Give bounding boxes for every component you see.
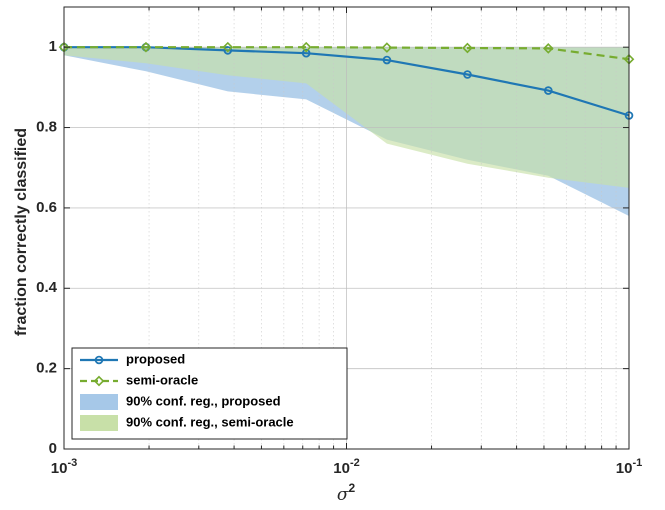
x-tick-label: 10-3 xyxy=(51,457,77,477)
series-line-semi-oracle xyxy=(64,46,630,61)
y-tick-label: 0.6 xyxy=(36,199,57,216)
legend-swatch-band xyxy=(80,415,118,431)
x-axis-label-exponent: 2 xyxy=(348,481,355,495)
data-point-semi-oracle xyxy=(542,43,554,54)
x-tick-label-exponent: -2 xyxy=(350,457,360,469)
axis-labels: fraction correctly classified σ2 xyxy=(13,128,355,505)
x-axis-label: σ2 xyxy=(337,481,356,505)
y-tick-label: 0 xyxy=(49,440,57,457)
legend-marker-proposed xyxy=(94,355,104,365)
x-axis-label-sigma: σ xyxy=(337,485,349,505)
legend-swatch-band xyxy=(80,394,118,410)
x-tick-label-exponent: -3 xyxy=(67,457,77,469)
confidence-bands xyxy=(64,47,629,216)
legend-label-band: 90% conf. reg., semi-oracle xyxy=(126,414,294,429)
data-point-proposed xyxy=(463,70,472,79)
data-point-proposed xyxy=(223,46,233,55)
data-point-semi-oracle xyxy=(140,41,152,53)
x-tick-label-exponent: -1 xyxy=(632,457,642,469)
plot-frame xyxy=(63,6,630,450)
x-tick-label-base: 10 xyxy=(616,460,633,477)
series-lines xyxy=(64,46,630,117)
y-tick-label: 1 xyxy=(49,38,57,55)
x-tick-label-base: 10 xyxy=(333,460,350,477)
x-tick-label: 10-2 xyxy=(333,457,359,477)
data-point-proposed xyxy=(543,86,553,95)
data-point-semi-oracle xyxy=(381,42,393,53)
y-tick-label: 0.2 xyxy=(36,360,57,377)
y-tick-label: 0.8 xyxy=(36,119,57,136)
data-point-proposed xyxy=(382,55,392,65)
legend-label-band: 90% conf. reg., proposed xyxy=(126,393,281,408)
data-point-semi-oracle xyxy=(222,41,234,53)
legend-label-semi-oracle: semi-oracle xyxy=(126,372,198,387)
legend: proposed semi-oracle 90% conf. reg., propo… xyxy=(71,347,348,440)
x-tick-label-base: 10 xyxy=(51,460,68,477)
x-tick-label: 10-1 xyxy=(616,457,642,477)
y-tick-label: 0.4 xyxy=(36,279,58,296)
legend-marker-semi-oracle xyxy=(93,375,105,387)
data-point-proposed xyxy=(301,48,311,58)
data-point-semi-oracle xyxy=(300,41,312,53)
confidence-band-semi-oracle xyxy=(64,47,629,188)
legend-label-proposed: proposed xyxy=(126,351,185,366)
data-point-semi-oracle xyxy=(462,42,473,54)
y-axis-label: fraction correctly classified xyxy=(13,128,30,336)
